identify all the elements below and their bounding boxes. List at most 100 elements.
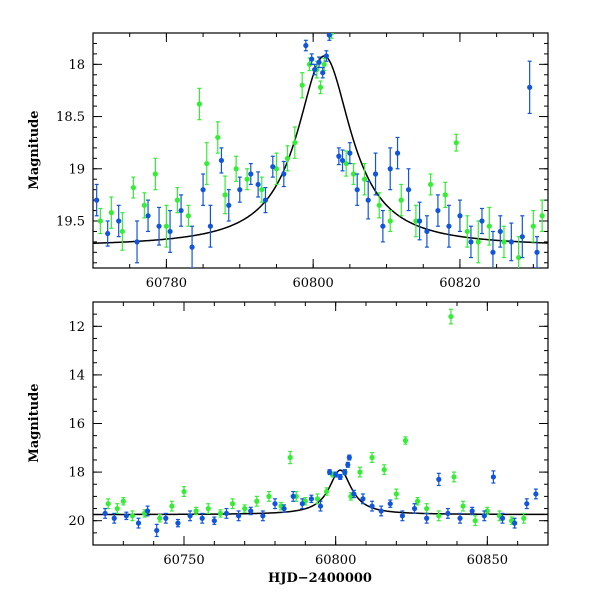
green-data-point <box>361 162 368 196</box>
green-data-point <box>152 157 158 191</box>
green-data-point <box>242 504 248 513</box>
green-data-point <box>204 142 210 186</box>
green-data-point <box>453 133 459 152</box>
blue-data-point <box>320 66 326 79</box>
blue-data-point <box>272 498 278 510</box>
green-data-point <box>323 487 330 496</box>
green-data-point <box>484 506 490 516</box>
green-data-point <box>530 209 536 243</box>
blue-data-point <box>281 160 287 188</box>
blue-data-point <box>378 505 384 517</box>
green-data-point <box>174 186 180 214</box>
green-data-point <box>343 150 349 177</box>
blue-data-point <box>481 510 487 522</box>
green-data-point <box>97 207 103 235</box>
green-data-point <box>314 493 321 505</box>
green-data-point <box>266 490 272 502</box>
blue-data-point <box>497 215 503 248</box>
top-ticks: 60780 60800 60820 18 18.5 19 19.5 <box>56 32 548 291</box>
blue-data-point <box>308 494 314 504</box>
blue-data-point <box>111 512 117 524</box>
blue-data-point <box>94 183 100 217</box>
blue-data-point <box>446 204 452 248</box>
blue-data-point <box>336 147 342 166</box>
green-data-point <box>317 80 324 95</box>
blue-data-point <box>524 498 530 510</box>
blue-data-point <box>380 209 386 243</box>
green-data-point <box>233 155 239 182</box>
green-data-point <box>120 497 126 506</box>
green-data-point <box>244 168 250 191</box>
green-data-point <box>486 206 492 246</box>
blue-data-point <box>262 186 269 214</box>
blue-data-point <box>424 215 430 248</box>
blue-data-point <box>323 50 329 62</box>
blue-data-point <box>436 472 442 487</box>
blue-data-point <box>490 230 496 268</box>
top-panel: 60780 60800 60820 18 18.5 19 19.5 Magnitude <box>27 32 549 291</box>
green-data-point <box>217 509 223 518</box>
blue-data-point <box>499 512 506 524</box>
green-data-point <box>259 176 265 203</box>
green-data-point <box>369 452 375 463</box>
blue-data-point <box>416 201 423 241</box>
green-data-point <box>185 204 192 227</box>
green-data-point <box>215 121 221 154</box>
y-tick-label: 18 <box>68 58 85 73</box>
blue-data-point <box>508 222 514 262</box>
blue-data-point <box>175 518 181 528</box>
blue-data-point <box>405 168 412 212</box>
blue-data-point <box>248 162 254 186</box>
y-tick-label: 19 <box>68 162 85 177</box>
green-data-point <box>464 215 470 248</box>
top-plot-frame <box>92 32 549 269</box>
blue-data-point <box>207 204 214 248</box>
blue-data-point <box>327 469 333 476</box>
blue-data-point <box>145 199 151 233</box>
y-tick-label: 18 <box>68 466 85 481</box>
green-data-point <box>475 220 481 264</box>
green-data-point <box>393 488 399 500</box>
y-tick-label: 16 <box>68 417 85 432</box>
green-data-point <box>292 126 298 159</box>
y-tick-label: 19.5 <box>56 215 85 230</box>
green-data-point <box>105 498 111 510</box>
blue-data-point <box>424 512 430 524</box>
blue-data-point <box>333 471 339 478</box>
green-data-point <box>157 514 163 523</box>
blue-data-point <box>534 236 540 268</box>
blue-data-point <box>116 204 122 238</box>
blue-data-point <box>226 189 232 222</box>
y-tick-label: 14 <box>68 368 85 383</box>
blue-data-point <box>457 512 463 524</box>
top-model-curve <box>93 55 548 245</box>
blue-data-point <box>360 493 366 505</box>
blue-data-point <box>469 506 475 516</box>
blue-data-point <box>354 173 360 206</box>
blue-data-point <box>337 473 343 480</box>
green-data-point <box>501 225 507 259</box>
blue-data-point <box>303 39 309 52</box>
y-tick-label: 20 <box>68 514 85 529</box>
green-data-point <box>169 500 175 512</box>
green-data-point <box>376 192 382 219</box>
blue-data-point <box>211 516 217 525</box>
green-data-point <box>402 436 409 445</box>
x-tick-label: 60750 <box>163 553 204 568</box>
blue-data-point <box>411 503 418 515</box>
blue-data-point <box>326 33 332 41</box>
green-data-point <box>273 152 280 186</box>
green-data-point <box>350 162 357 186</box>
green-data-point <box>284 145 291 172</box>
blue-data-point <box>178 194 184 227</box>
green-data-point <box>108 196 114 229</box>
green-data-point <box>229 498 236 510</box>
green-data-point <box>130 176 136 199</box>
y-tick-label: 18.5 <box>56 110 85 125</box>
blue-data-point <box>479 207 485 235</box>
blue-data-point <box>387 499 393 508</box>
green-data-point <box>472 515 478 527</box>
top-points <box>94 33 545 268</box>
blue-data-point <box>527 60 533 115</box>
blue-data-point <box>316 56 322 69</box>
